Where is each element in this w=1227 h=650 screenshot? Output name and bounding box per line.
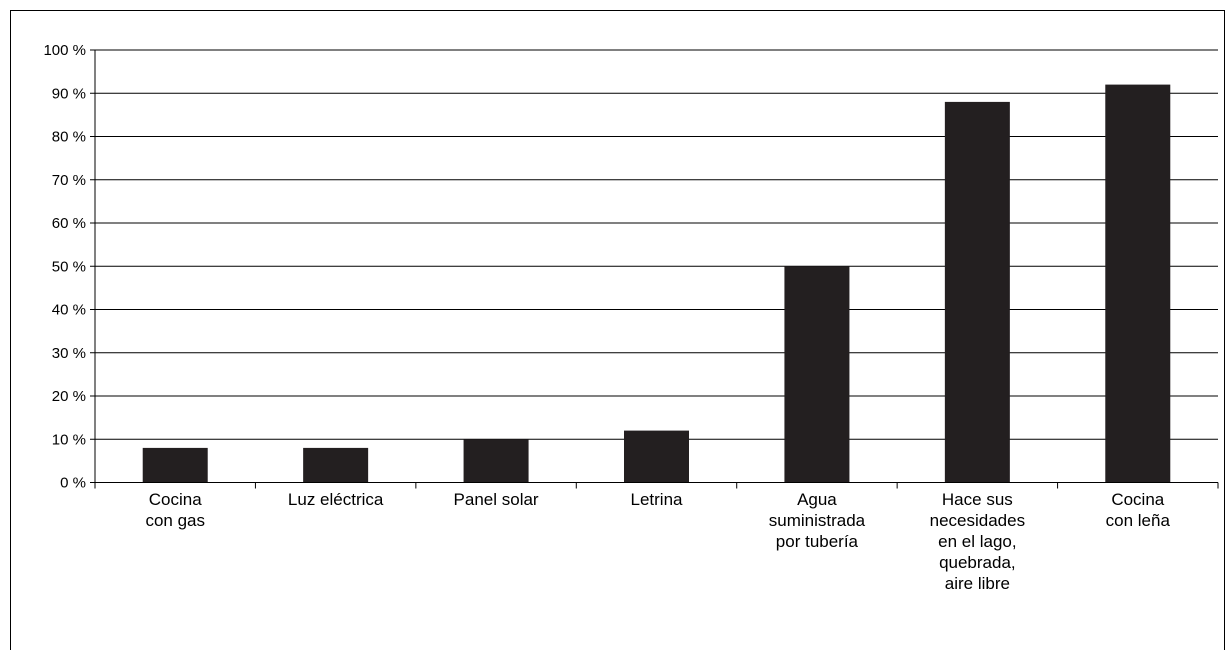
y-tick-label: 10 %	[52, 431, 86, 448]
grid-lines	[95, 49, 1218, 440]
x-category-labels: Cocina con gas Luz eléctrica Panel solar Let…	[145, 490, 1170, 593]
bar	[1105, 84, 1171, 483]
x-category-label: Cocina con leña	[1106, 490, 1171, 530]
bar	[784, 266, 850, 483]
y-tick-label: 0 %	[60, 475, 86, 492]
axes	[90, 49, 1219, 489]
bar	[303, 447, 369, 483]
y-tick-label: 60 %	[52, 215, 86, 232]
bar-chart: 0 % 10 % 20 % 30 % 40 % 50 % 60 % 70 % 80 % 90 % 1…	[43, 42, 1219, 593]
x-category-label: Hace sus necesidades en el lago, quebrada, a…	[930, 490, 1025, 593]
x-category-label: Letrina	[631, 490, 684, 509]
y-tick-label: 100 %	[43, 42, 86, 59]
y-tick-label: 30 %	[52, 345, 86, 362]
x-category-label: Cocina con gas	[145, 490, 205, 530]
x-category-label: Agua suministrada por tubería	[769, 490, 866, 551]
y-tick-labels: 0 % 10 % 20 % 30 % 40 % 50 % 60 % 70 % 80 % 90 % 1…	[43, 42, 86, 492]
y-tick-label: 90 %	[52, 85, 86, 102]
bar	[944, 101, 1010, 483]
y-tick-label: 20 %	[52, 388, 86, 405]
bars	[142, 84, 1171, 483]
bar	[142, 447, 208, 483]
bar	[463, 439, 529, 483]
x-category-label: Luz eléctrica	[288, 490, 384, 509]
bar	[624, 430, 689, 483]
y-tick-label: 40 %	[52, 302, 86, 319]
x-category-label: Panel solar	[454, 490, 539, 509]
chart-frame	[10, 10, 1225, 650]
y-tick-label: 70 %	[52, 172, 86, 189]
y-tick-label: 50 %	[52, 258, 86, 275]
y-tick-label: 80 %	[52, 129, 86, 146]
